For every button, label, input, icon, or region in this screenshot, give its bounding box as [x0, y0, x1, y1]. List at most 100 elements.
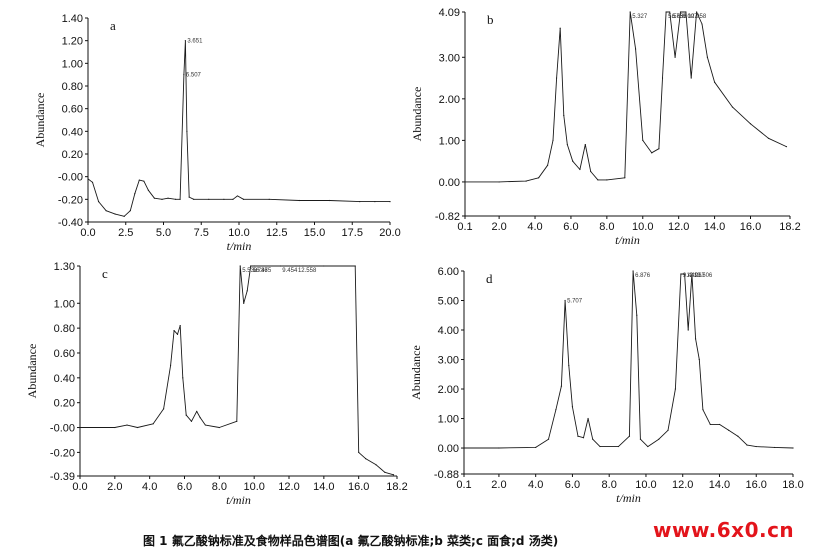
x-tick-label-b-8: 16.0	[740, 221, 761, 233]
y-tick-label-c-4: 0.40	[54, 373, 75, 385]
x-tick-label-c-1: 2.0	[107, 481, 122, 493]
data-point-b-33	[731, 106, 734, 108]
y-tick-label-b-4: 0.00	[439, 177, 460, 189]
data-point-d-18	[639, 438, 642, 440]
data-point-d-7	[568, 364, 570, 367]
data-point-d-0	[463, 447, 465, 449]
data-point-b-11	[579, 168, 581, 171]
data-point-b-35	[767, 137, 770, 139]
x-tick-label-b-3: 6.0	[563, 221, 578, 233]
data-point-a-31	[389, 201, 391, 203]
data-point-d-3	[547, 438, 550, 440]
data-point-b-24	[669, 11, 671, 13]
peak-label-b-3: 9.007	[682, 14, 698, 20]
data-point-c-34	[392, 474, 395, 476]
data-point-a-18	[186, 130, 188, 132]
data-point-d-14	[617, 445, 619, 448]
data-point-c-31	[365, 458, 367, 460]
data-point-d-16	[632, 270, 634, 272]
peak-label-a-0: 6.507	[186, 73, 202, 79]
x-tick-label-b-9: 18.2	[779, 221, 800, 233]
x-tick-label-b-0: 0.1	[457, 221, 472, 233]
x-tick-label-c-6: 12.0	[278, 481, 299, 493]
data-point-b-3	[538, 177, 540, 179]
data-point-a-25	[242, 198, 245, 200]
data-point-b-29	[696, 11, 698, 13]
x-tick-label-a-5: 12.5	[266, 227, 287, 239]
data-point-d-11	[587, 417, 589, 420]
data-point-a-8	[138, 179, 140, 181]
data-point-a-2	[97, 201, 100, 203]
data-point-a-26	[268, 198, 270, 200]
data-point-c-20	[246, 290, 248, 292]
data-point-b-22	[661, 77, 664, 79]
data-point-c-22	[253, 265, 255, 267]
x-tick-label-b-5: 10.0	[632, 221, 653, 233]
x-tick-label-b-7: 14.0	[704, 221, 725, 233]
peak-label-a-1: 3.651	[187, 39, 203, 45]
data-point-c-23	[279, 265, 281, 267]
data-point-c-6	[169, 364, 172, 367]
y-tick-label-b-2: 2.00	[439, 94, 460, 106]
y-axis-label-c: Abundance	[25, 344, 39, 399]
x-tick-label-a-6: 15.0	[304, 227, 325, 239]
peak-label-d-3: 12.267	[687, 273, 706, 279]
y-tick-label-a-6: 0.20	[62, 149, 83, 161]
x-tick-label-d-8: 16.0	[746, 479, 767, 491]
data-point-d-21	[667, 429, 669, 431]
data-point-d-17	[636, 314, 638, 316]
data-point-d-8	[571, 406, 574, 408]
data-point-b-13	[590, 170, 592, 173]
peak-label-b-1: 5.575	[668, 14, 684, 20]
x-tick-label-c-9: 18.2	[386, 481, 407, 493]
data-point-b-17	[629, 11, 631, 13]
chromatogram-trace-b	[465, 11, 787, 183]
data-point-c-18	[239, 265, 241, 267]
peak-label-d-4: 13.506	[694, 273, 713, 279]
data-point-d-20	[658, 438, 660, 440]
peak-label-b-2: 6.636	[672, 14, 688, 20]
peak-label-d-2: 9.449	[683, 273, 699, 279]
x-tick-label-c-2: 4.0	[142, 481, 157, 493]
data-point-d-37	[792, 447, 794, 449]
data-point-a-1	[91, 181, 94, 183]
y-tick-label-a-3: 0.80	[62, 81, 83, 93]
y-tick-label-a-2: 1.00	[62, 58, 83, 70]
data-point-b-12	[584, 143, 586, 146]
data-point-d-25	[687, 329, 689, 331]
peak-label-c-0: 5.538	[242, 268, 258, 274]
panel-letter-b: b	[487, 12, 494, 27]
y-tick-label-c-3: 0.60	[54, 348, 75, 360]
y-tick-label-d-7: -0.88	[434, 469, 459, 481]
data-point-c-19	[243, 302, 245, 304]
data-point-a-7	[134, 193, 136, 195]
data-point-b-31	[706, 56, 709, 58]
peak-label-d-1: 6.876	[635, 273, 651, 279]
data-point-a-21	[208, 198, 210, 200]
data-point-d-33	[737, 435, 739, 437]
x-tick-label-c-0: 0.0	[72, 481, 87, 493]
x-tick-label-a-4: 10.0	[228, 227, 249, 239]
data-point-a-4	[114, 213, 116, 215]
data-point-c-5	[163, 408, 165, 410]
watermark: www.6x0.cn	[653, 518, 795, 542]
data-point-b-4	[546, 164, 549, 166]
y-tick-label-b-5: -0.82	[435, 211, 460, 223]
data-point-b-23	[665, 11, 667, 13]
x-tick-label-b-1: 2.0	[491, 221, 506, 233]
data-point-a-5	[123, 215, 125, 217]
data-point-d-1	[498, 447, 500, 449]
data-point-a-12	[161, 198, 163, 200]
data-point-a-20	[193, 198, 195, 200]
y-tick-label-a-9: -0.40	[58, 217, 83, 229]
data-point-c-1	[114, 426, 116, 429]
data-point-a-9	[143, 180, 145, 182]
data-point-d-32	[728, 429, 730, 431]
x-tick-label-a-8: 20.0	[379, 227, 400, 239]
y-axis-label-a: Abundance	[33, 93, 47, 148]
y-tick-label-a-5: 0.40	[62, 126, 83, 138]
x-tick-label-a-2: 5.0	[156, 227, 171, 239]
data-point-c-9	[179, 325, 181, 327]
y-axis-label-d: Abundance	[409, 345, 423, 400]
